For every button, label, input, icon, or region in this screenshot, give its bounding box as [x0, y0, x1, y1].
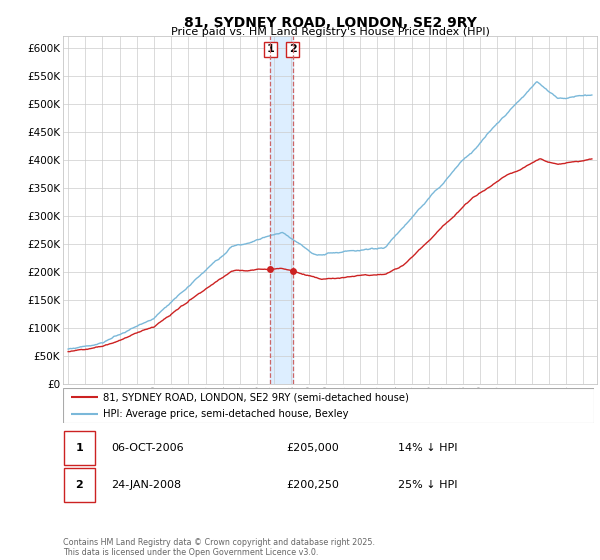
- Text: Price paid vs. HM Land Registry's House Price Index (HPI): Price paid vs. HM Land Registry's House …: [170, 27, 490, 37]
- FancyBboxPatch shape: [64, 431, 95, 465]
- Text: £205,000: £205,000: [286, 443, 339, 453]
- Text: 1: 1: [76, 443, 83, 453]
- Text: £200,250: £200,250: [286, 480, 339, 490]
- Text: 2: 2: [289, 44, 296, 54]
- FancyBboxPatch shape: [64, 468, 95, 502]
- FancyBboxPatch shape: [63, 388, 594, 423]
- Text: 14% ↓ HPI: 14% ↓ HPI: [398, 443, 457, 453]
- Text: 25% ↓ HPI: 25% ↓ HPI: [398, 480, 457, 490]
- Text: HPI: Average price, semi-detached house, Bexley: HPI: Average price, semi-detached house,…: [103, 409, 349, 419]
- Text: 81, SYDNEY ROAD, LONDON, SE2 9RY: 81, SYDNEY ROAD, LONDON, SE2 9RY: [184, 16, 476, 30]
- Text: 24-JAN-2008: 24-JAN-2008: [111, 480, 181, 490]
- Text: 1: 1: [266, 44, 274, 54]
- Text: 06-OCT-2006: 06-OCT-2006: [111, 443, 184, 453]
- Text: 81, SYDNEY ROAD, LONDON, SE2 9RY (semi-detached house): 81, SYDNEY ROAD, LONDON, SE2 9RY (semi-d…: [103, 393, 409, 403]
- Bar: [270, 36, 293, 384]
- Text: Contains HM Land Registry data © Crown copyright and database right 2025.
This d: Contains HM Land Registry data © Crown c…: [63, 538, 375, 557]
- Text: 2: 2: [76, 480, 83, 490]
